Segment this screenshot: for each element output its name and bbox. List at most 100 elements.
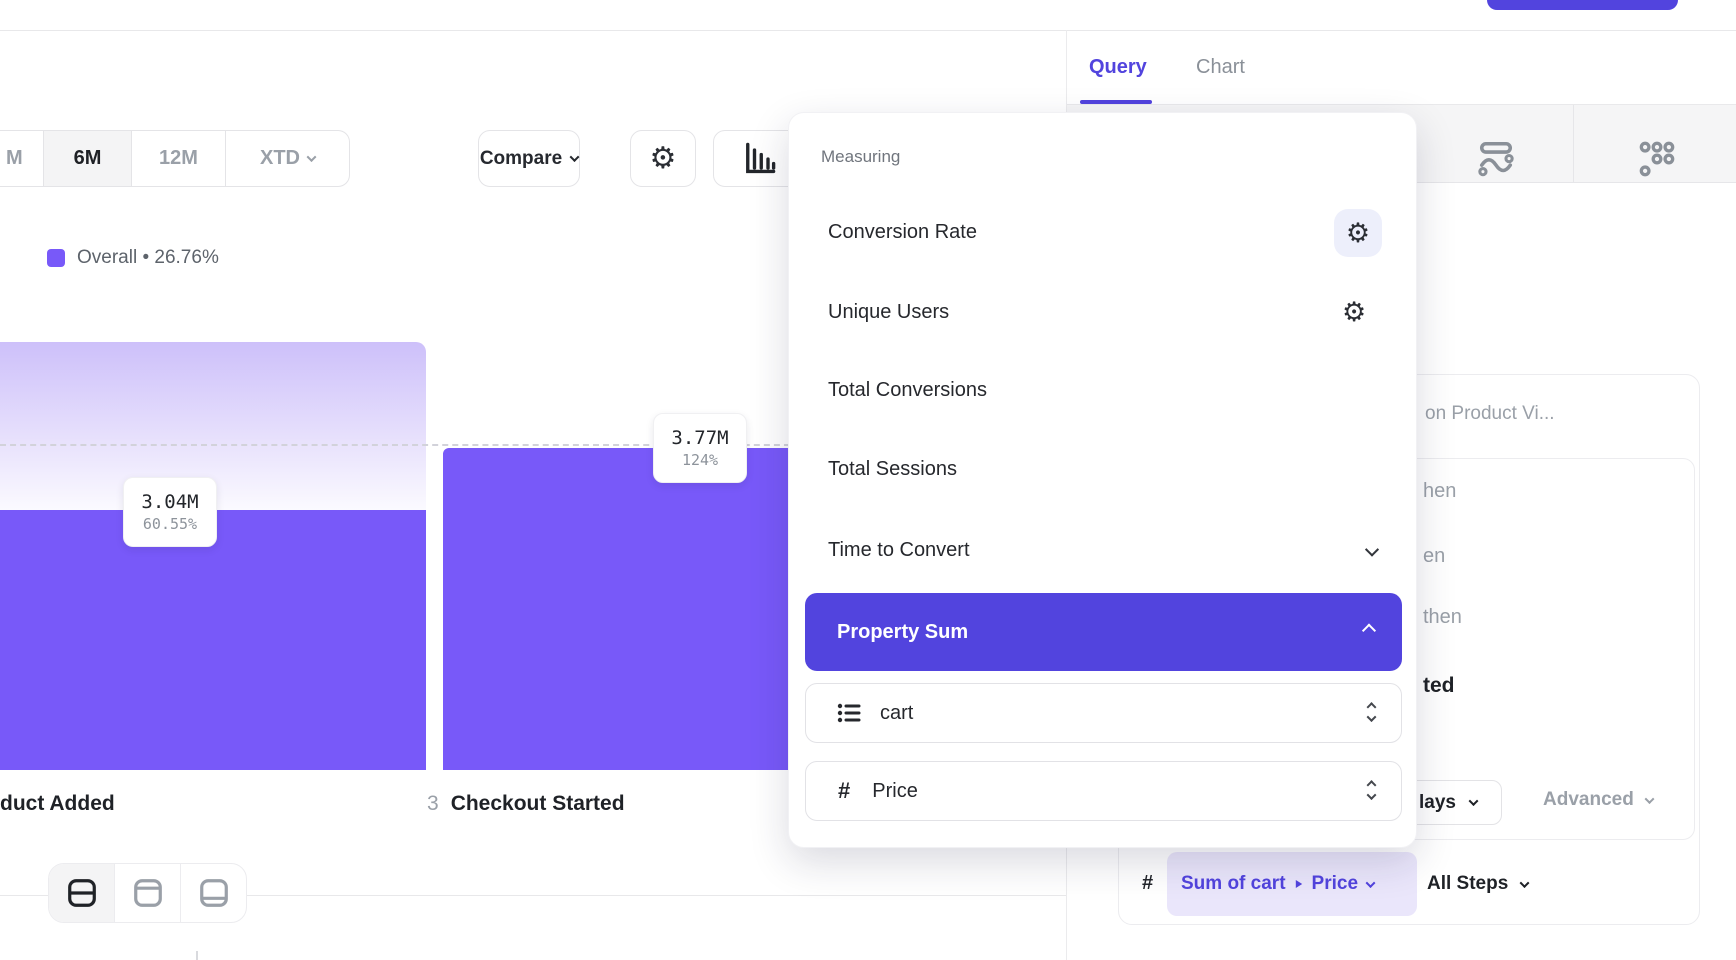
chevron-down-icon (1468, 796, 1479, 807)
menu-item-total-conversions[interactable]: Total Conversions (828, 379, 987, 401)
hash-icon: # (1142, 872, 1154, 894)
layout-toggle-control (48, 863, 247, 923)
bar-value-tooltip: 3.77M 124% (653, 413, 747, 483)
gear-icon: ⚙ (649, 141, 677, 176)
range-tab-6m[interactable]: 6M (44, 131, 131, 186)
bar-percent: 124% (681, 451, 719, 469)
measuring-dropdown-panel: Measuring Conversion Rate ⚙ Unique Users… (788, 112, 1417, 848)
range-tab-3m-partial[interactable]: M (0, 131, 43, 186)
menu-item-total-sessions[interactable]: Total Sessions (828, 458, 957, 480)
compare-label: Compare (479, 147, 563, 169)
unique-users-settings-button[interactable]: ⚙ (1342, 297, 1366, 328)
step-connector-then: en (1423, 545, 1446, 567)
gear-icon: ⚙ (1342, 297, 1367, 328)
compare-button[interactable]: Compare (478, 130, 580, 187)
top-panel-icon (133, 879, 162, 907)
conversion-rate-settings-button[interactable]: ⚙ (1334, 209, 1382, 257)
divider (131, 131, 132, 186)
menu-item-time-to-convert[interactable]: Time to Convert (828, 539, 970, 561)
divider (225, 131, 226, 186)
unfold-icon (1366, 779, 1377, 800)
bar-percent: 60.55% (142, 515, 198, 533)
list-icon (837, 703, 861, 723)
unfold-icon (1366, 701, 1377, 722)
chevron-down-icon (1364, 542, 1380, 557)
dots-grid-icon (1639, 141, 1675, 177)
menu-item-unique-users[interactable]: Unique Users (828, 301, 950, 323)
step-number: 3 (427, 792, 439, 815)
range-tab-xtd[interactable]: XTD (226, 131, 349, 186)
hash-icon: # (838, 778, 851, 803)
bar-chart-icon (746, 142, 776, 173)
all-steps-dropdown[interactable]: All Steps (1427, 868, 1530, 900)
reference-dashed-line (0, 444, 800, 446)
funnel-bar-product-added[interactable] (0, 510, 426, 770)
holding-constant-label: on Product Vi... (1425, 403, 1555, 424)
layout-top-panel-button[interactable] (115, 864, 180, 922)
range-tab-label: 6M (73, 147, 102, 169)
range-tab-label: XTD (260, 147, 300, 169)
measurement-chip[interactable]: Sum of cart Price (1167, 852, 1417, 916)
menu-item-property-sum-selected[interactable]: Property Sum (805, 593, 1402, 671)
window-label: lays (1419, 791, 1456, 813)
legend-label: Overall • 26.76% (77, 247, 219, 268)
legend-swatch (47, 249, 65, 267)
property-select-cart[interactable]: cart (805, 683, 1402, 743)
bar-value: 3.04M (141, 491, 199, 513)
date-range-segmented-control: M 6M 12M XTD (0, 130, 350, 187)
step-connector-then: then (1423, 606, 1462, 628)
numeric-property-select-price[interactable]: # Price (805, 761, 1402, 821)
cohort-view-button[interactable] (1638, 140, 1676, 183)
layout-bottom-panel-button[interactable] (181, 864, 246, 922)
chevron-up-icon (1361, 623, 1377, 638)
flows-view-button[interactable] (1477, 139, 1515, 182)
table-divider-tick (196, 951, 198, 960)
chip-property-source: Sum of cart (1181, 873, 1286, 894)
divider (0, 895, 48, 896)
conversion-window-button[interactable]: lays (1400, 780, 1502, 825)
step-name: Checkout Started (450, 792, 625, 815)
all-steps-label: All Steps (1427, 873, 1509, 894)
advanced-button[interactable]: Advanced (1543, 789, 1655, 811)
bar-value: 3.77M (671, 427, 729, 449)
active-tab-underline (1080, 100, 1152, 104)
tab-label: Chart (1196, 56, 1245, 78)
flows-icon (1478, 141, 1514, 177)
funnel-bar-checkout-started[interactable] (443, 448, 830, 770)
chevron-down-icon (1644, 793, 1655, 804)
layout-split-horizontal-button[interactable] (49, 864, 114, 922)
primary-action-button-partial[interactable] (1487, 0, 1678, 10)
panel-title: Measuring (821, 147, 901, 166)
tab-chart[interactable]: Chart (1196, 56, 1245, 79)
chevron-down-icon (1365, 877, 1376, 888)
tab-label: Query (1089, 56, 1147, 78)
split-rows-icon (67, 879, 96, 907)
step-connector-then: hen (1423, 480, 1457, 502)
gear-icon: ⚙ (1345, 217, 1371, 249)
chart-settings-button[interactable]: ⚙ (630, 130, 696, 187)
select-value: cart (880, 701, 914, 724)
tab-query[interactable]: Query (1089, 56, 1147, 79)
select-value: Price (872, 779, 918, 802)
divider (247, 895, 1066, 896)
chevron-down-icon (1519, 877, 1530, 888)
range-tab-label: 12M (159, 147, 198, 169)
chip-property-name: Price (1311, 873, 1359, 894)
step-label-product-added: duct Added (0, 792, 115, 815)
divider (180, 864, 181, 922)
step-name-fragment: ted (1423, 674, 1455, 697)
advanced-label: Advanced (1543, 789, 1634, 810)
top-divider (0, 30, 1736, 31)
selected-item-label: Property Sum (837, 620, 969, 643)
divider (43, 131, 44, 186)
bar-value-tooltip: 3.04M 60.55% (123, 477, 217, 547)
range-tab-12m[interactable]: 12M (132, 131, 225, 186)
menu-item-conversion-rate[interactable]: Conversion Rate (828, 221, 977, 243)
divider (114, 864, 115, 922)
chevron-down-icon (569, 152, 580, 163)
divider (1573, 105, 1574, 182)
time-to-convert-expander[interactable] (1364, 542, 1380, 561)
range-tab-label: M (6, 147, 23, 169)
step-label-checkout-started: 3 Checkout Started (427, 792, 625, 816)
